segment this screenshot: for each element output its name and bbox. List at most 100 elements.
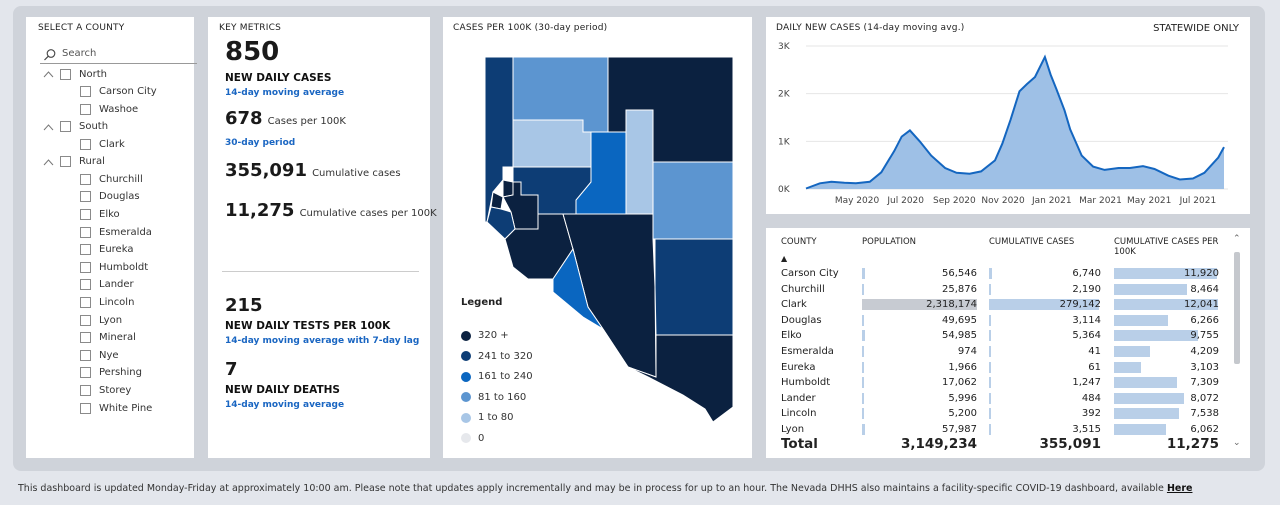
legend-swatch (461, 351, 471, 361)
county-checkbox[interactable] (80, 138, 91, 150)
county-label: Lander (99, 279, 134, 291)
county-group-south[interactable]: South (43, 119, 108, 135)
daily-tests-label: NEW DAILY TESTS PER 100K (225, 320, 391, 332)
county-item[interactable]: Clark (80, 136, 125, 152)
x-tick-label: May 2020 (835, 196, 880, 206)
table-row[interactable]: Humboldt 17,062 1,247 7,309 (766, 375, 1236, 391)
x-tick-label: Jan 2021 (1031, 196, 1072, 206)
county-checkbox[interactable] (80, 349, 91, 361)
table-row[interactable]: Esmeralda 974 41 4,209 (766, 344, 1236, 360)
legend-item: 241 to 320 (461, 351, 533, 362)
cell-county: Churchill (781, 283, 825, 295)
cases-bar (989, 283, 991, 295)
county-item[interactable]: White Pine (80, 400, 152, 416)
col-header-county[interactable]: COUNTY (781, 237, 817, 247)
county-checkbox[interactable] (80, 279, 91, 291)
county-checkbox[interactable] (80, 367, 91, 379)
y-tick-label: 2K (778, 90, 791, 100)
county-search-input[interactable]: Search (40, 46, 197, 64)
rate-bar (1114, 268, 1217, 279)
county-checkbox[interactable] (80, 86, 91, 97)
county-item[interactable]: Lyon (80, 312, 122, 328)
map-county-lander[interactable] (625, 109, 654, 215)
group-checkbox[interactable] (60, 156, 71, 168)
table-row[interactable]: Clark 2,318,174 279,142 12,041 (766, 297, 1236, 313)
chevron-up-icon[interactable] (43, 70, 54, 78)
county-item[interactable]: Humboldt (80, 259, 148, 275)
county-item[interactable]: Eureka (80, 242, 133, 258)
cases-line[interactable] (805, 54, 1225, 190)
county-table-panel: COUNTY ▲ POPULATION CUMULATIVE CASES CUM… (766, 228, 1250, 458)
footer-here-link[interactable]: Here (1166, 483, 1193, 494)
population-bar (862, 314, 865, 326)
county-item[interactable]: Mineral (80, 330, 136, 346)
table-row[interactable]: Churchill 25,876 2,190 8,464 (766, 282, 1236, 298)
cell-county: Elko (781, 330, 802, 342)
map-county-clark[interactable] (602, 328, 734, 423)
cell-county: Lander (781, 392, 816, 404)
cell-cases: 279,142 (1059, 299, 1101, 311)
county-group-rural[interactable]: Rural (43, 154, 105, 170)
table-scrollbar[interactable]: ⌃ ⌄ (1233, 234, 1242, 448)
county-checkbox[interactable] (80, 402, 91, 414)
group-checkbox[interactable] (60, 68, 71, 80)
county-item[interactable]: Douglas (80, 189, 140, 205)
county-item[interactable]: Lander (80, 277, 134, 293)
col-header-cumulative[interactable]: CUMULATIVE CASES (989, 237, 1075, 247)
county-checkbox[interactable] (80, 191, 91, 203)
chevron-up-icon[interactable] (43, 123, 54, 131)
county-item[interactable]: Esmeralda (80, 224, 152, 240)
sort-arrow-icon[interactable]: ▲ (781, 254, 788, 263)
cases-bar (989, 361, 991, 373)
cases-per-100k-sub: 30-day period (225, 138, 296, 148)
table-row[interactable]: Elko 54,985 5,364 9,755 (766, 328, 1236, 344)
county-item[interactable]: Elko (80, 207, 120, 223)
table-row[interactable]: Eureka 1,966 61 3,103 (766, 360, 1236, 376)
county-group-north[interactable]: North (43, 66, 107, 82)
map-title: CASES PER 100K (30-day period) (453, 23, 608, 33)
map-county-lincoln[interactable] (654, 238, 734, 336)
map-county-pershing[interactable] (512, 119, 592, 168)
county-checkbox[interactable] (80, 173, 91, 185)
county-checkbox[interactable] (80, 244, 91, 256)
county-label: White Pine (99, 402, 153, 414)
county-checkbox[interactable] (80, 385, 91, 396)
county-checkbox[interactable] (80, 209, 91, 220)
group-checkbox[interactable] (60, 121, 71, 133)
county-item[interactable]: Storey (80, 383, 131, 399)
col-header-per-100k[interactable]: CUMULATIVE CASES PER 100K (1114, 237, 1219, 257)
county-checkbox[interactable] (80, 103, 91, 115)
county-item[interactable]: Washoe (80, 101, 138, 117)
map-county-storey[interactable] (502, 179, 514, 198)
county-item[interactable]: Lincoln (80, 295, 134, 311)
county-item[interactable]: Pershing (80, 365, 142, 381)
map-county-carson-city[interactable] (490, 191, 504, 210)
x-tick-label: Nov 2020 (981, 196, 1025, 206)
scroll-down-icon[interactable]: ⌄ (1233, 438, 1241, 448)
table-row[interactable]: Lander 5,996 484 8,072 (766, 391, 1236, 407)
county-checkbox[interactable] (80, 261, 91, 273)
daily-cases-area-chart: 0K 1K 2K 3K May 2020 Jul 2020 Sep 2020 Nov 2020… (778, 42, 1228, 206)
county-checkbox[interactable] (80, 314, 91, 326)
map-county-washoe[interactable] (484, 56, 514, 223)
scroll-thumb[interactable] (1234, 252, 1240, 364)
chevron-up-icon[interactable] (43, 158, 54, 166)
col-header-population[interactable]: POPULATION (862, 237, 916, 247)
table-row[interactable]: Lincoln 5,200 392 7,538 (766, 406, 1236, 422)
county-checkbox[interactable] (80, 332, 91, 344)
cell-population: 17,062 (942, 377, 977, 389)
y-tick-label: 0K (778, 185, 791, 195)
group-label: South (79, 121, 109, 133)
county-item[interactable]: Churchill (80, 171, 143, 187)
county-checkbox[interactable] (80, 226, 91, 238)
table-row[interactable]: Carson City 56,546 6,740 11,920 (766, 266, 1236, 282)
table-row[interactable]: Lyon 57,987 3,515 6,062 (766, 422, 1236, 438)
map-county-white-pine[interactable] (652, 161, 734, 240)
cell-per-100k: 6,062 (1190, 424, 1219, 435)
scroll-up-icon[interactable]: ⌃ (1233, 234, 1241, 244)
county-checkbox[interactable] (80, 297, 91, 308)
table-row[interactable]: Douglas 49,695 3,114 6,266 (766, 313, 1236, 329)
county-item[interactable]: Carson City (80, 84, 157, 100)
daily-deaths-sub: 14-day moving average (225, 400, 345, 410)
county-item[interactable]: Nye (80, 347, 119, 363)
